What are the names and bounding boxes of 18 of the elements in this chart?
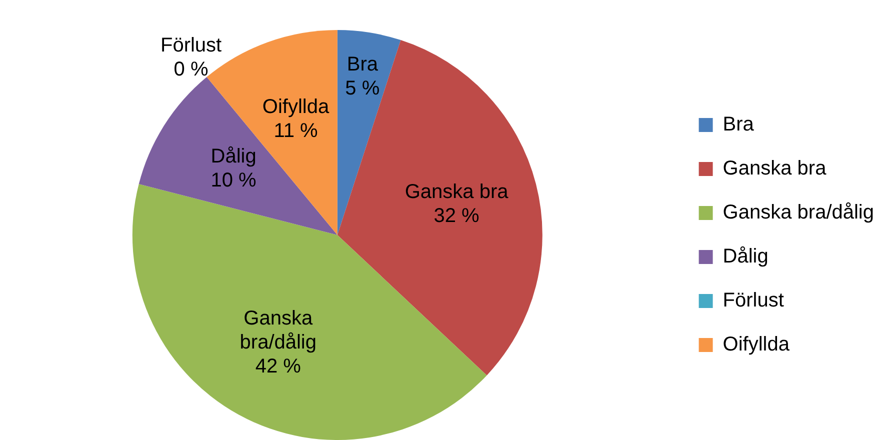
text: 0 % xyxy=(174,58,208,81)
legend-label: Ganska bra xyxy=(722,158,828,180)
legend-label: Bra xyxy=(722,114,755,136)
data-label: 42 % xyxy=(255,355,302,378)
data-label: 32 % xyxy=(434,204,480,227)
data-label: 11 % xyxy=(274,120,318,142)
legend-label: Oifyllda xyxy=(722,334,790,356)
legend-label: Dålig xyxy=(722,246,768,268)
slice-label: Ganska bra xyxy=(404,180,510,203)
data-label: 5 % xyxy=(345,78,380,100)
slice-label: Dålig xyxy=(210,146,256,168)
slice-label: Bra xyxy=(346,54,379,76)
data-label: 10 % xyxy=(210,170,257,192)
category-label: Förlust xyxy=(160,34,222,57)
slice-label: Oifyllda xyxy=(262,96,330,118)
legend-label: Förlust xyxy=(722,290,784,312)
slice-label: Ganska bra/dålig xyxy=(240,307,317,354)
legend-label: Ganska bra/dålig xyxy=(722,202,874,224)
